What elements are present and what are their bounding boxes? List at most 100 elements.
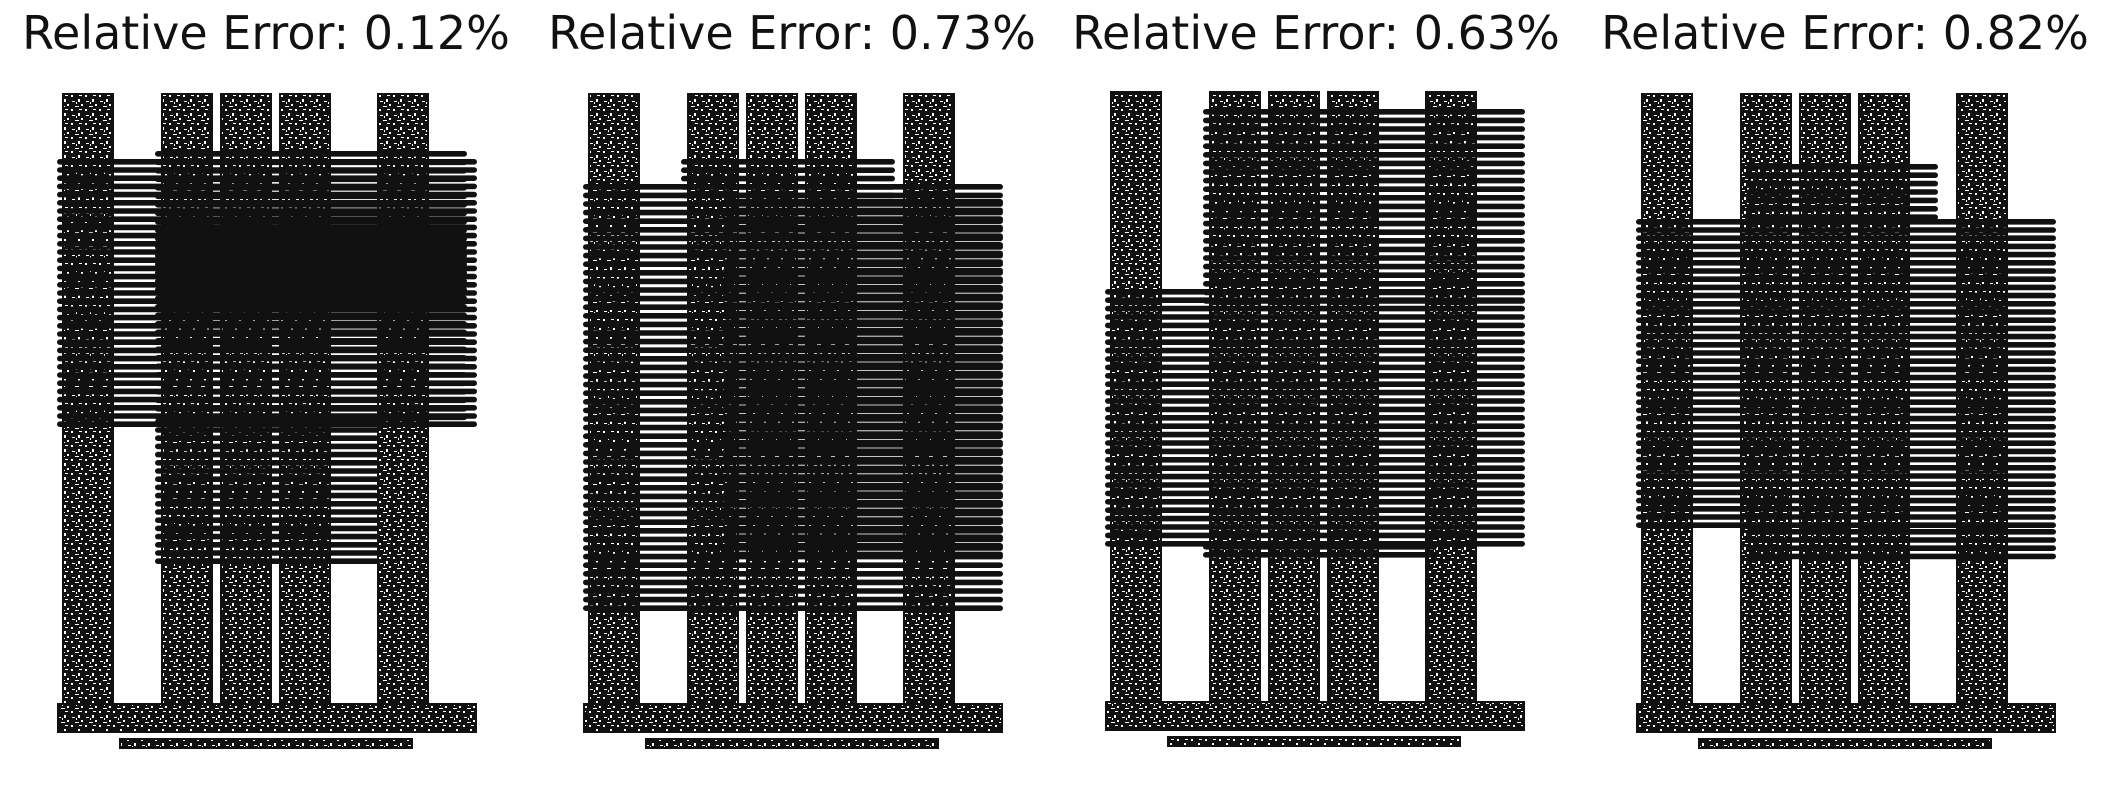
fin-71	[155, 460, 379, 466]
fin-57	[155, 346, 467, 353]
fin-11	[1105, 373, 1525, 379]
fin-13	[1105, 389, 1525, 396]
fin-47	[155, 261, 467, 268]
fin-24	[1636, 407, 2056, 414]
fin-51	[155, 295, 467, 302]
fin-50	[1203, 263, 1525, 270]
fin-54	[1203, 298, 1525, 304]
fin-95	[723, 534, 1003, 541]
fin-73	[723, 345, 1003, 351]
fin-40	[1203, 177, 1525, 184]
fin-42	[155, 219, 467, 225]
fin-48	[155, 270, 467, 276]
fin-17	[1105, 423, 1525, 429]
fin-78	[155, 517, 379, 524]
fin-48	[583, 588, 1003, 594]
fin-78	[723, 388, 1003, 394]
fin-46	[583, 571, 1003, 577]
fin-49	[1746, 553, 2056, 560]
fin-36	[1636, 506, 2056, 512]
fin-17	[1636, 350, 2056, 356]
fin-25	[1105, 490, 1525, 497]
fin-8	[1636, 276, 2056, 282]
fin-41	[1203, 186, 1525, 192]
fin-81	[723, 414, 1003, 420]
fin-64	[723, 267, 1003, 274]
fin-5	[1636, 251, 2056, 258]
fin-70	[723, 319, 1003, 325]
fin-86	[723, 457, 1003, 463]
panel-1-title: Relative Error: 0.12%	[22, 6, 510, 60]
fin-89	[723, 482, 1003, 489]
fin-23	[1105, 473, 1525, 480]
fin-83	[155, 558, 379, 565]
fin-38	[1636, 522, 2056, 529]
fin-68	[723, 302, 1003, 308]
fin-21	[1105, 457, 1525, 463]
fin-93	[723, 517, 1003, 523]
fin-71	[723, 328, 1003, 334]
fin-29	[1636, 448, 2056, 455]
fin-81	[155, 542, 379, 548]
fin-91	[723, 500, 1003, 506]
fin-33	[1203, 117, 1525, 124]
fin-15	[1105, 406, 1525, 413]
fin-74	[155, 484, 379, 491]
fin-65	[723, 276, 1003, 282]
fin-54	[155, 321, 467, 327]
fin-38	[155, 185, 467, 191]
fin-58	[155, 355, 467, 361]
fin-96	[723, 543, 1003, 549]
fin-70	[155, 451, 379, 458]
fin-49	[155, 278, 467, 285]
fin-47	[1746, 537, 2056, 543]
fin-34	[155, 151, 467, 157]
fin-23	[1636, 399, 2056, 405]
fin-5	[1105, 322, 1525, 329]
fin-61	[723, 242, 1003, 248]
fin-13	[1636, 317, 2056, 323]
fin-32	[1636, 473, 2056, 479]
fin-19	[1636, 366, 2056, 373]
fin-66	[155, 419, 379, 425]
fin-39	[1203, 169, 1525, 175]
fin-79	[723, 396, 1003, 403]
fin-21	[1636, 383, 2056, 389]
fin-55	[1203, 544, 1437, 550]
fin-35	[1203, 134, 1525, 141]
fin-52	[1203, 281, 1525, 287]
base-plate	[1636, 703, 2056, 733]
fin-92	[723, 508, 1003, 515]
base-plate	[1105, 701, 1525, 731]
fin-72	[723, 336, 1003, 343]
fin-37	[1636, 514, 2056, 520]
fin-16	[1636, 342, 2056, 348]
foot-plate	[645, 738, 939, 749]
fin-47	[1203, 238, 1525, 244]
fin-48	[1746, 545, 2056, 552]
fin-57	[723, 207, 1003, 214]
fin-63	[155, 397, 467, 404]
fin-8	[1105, 347, 1525, 354]
fin-75	[723, 362, 1003, 368]
fin-16	[1105, 415, 1525, 421]
fin-56	[155, 338, 467, 344]
fin-61	[155, 380, 467, 387]
fin-59	[155, 363, 467, 370]
fin-10	[1636, 292, 2056, 299]
column-3	[1268, 91, 1320, 703]
fin-82	[155, 550, 379, 556]
fin-12	[1105, 381, 1525, 387]
fin-9	[1636, 284, 2056, 291]
fin-15	[1636, 333, 2056, 340]
fin-30	[1636, 456, 2056, 463]
fin-53	[155, 312, 467, 319]
fin-14	[1636, 325, 2056, 332]
fin-18	[1105, 431, 1525, 438]
panel-4-drawing	[1636, 93, 2056, 749]
fin-77	[723, 379, 1003, 386]
fin-85	[723, 448, 1003, 454]
fin-11	[1636, 301, 2056, 307]
fin-90	[723, 491, 1003, 497]
